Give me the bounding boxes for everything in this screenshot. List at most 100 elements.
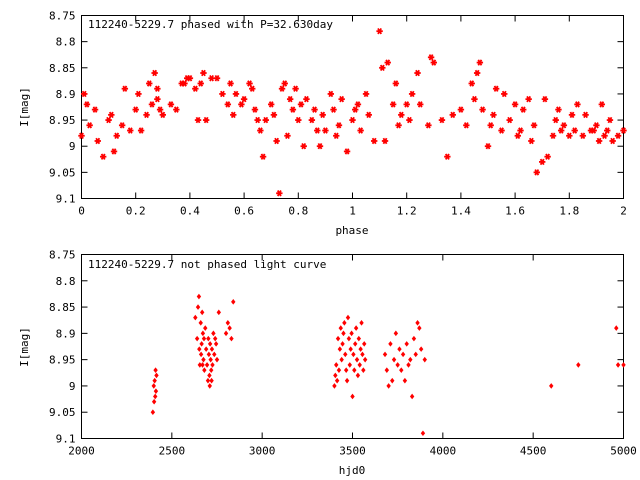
- phased-data-point: [392, 80, 400, 87]
- unphased-data-point: [150, 409, 156, 416]
- unphased-data-point: [198, 351, 204, 358]
- phased-data-point: [219, 90, 226, 98]
- phased-data-point: [471, 95, 478, 103]
- phased-data-point: [86, 122, 93, 129]
- unphased-data-point: [203, 325, 208, 331]
- phased-data-point: [83, 101, 91, 108]
- phased-data-point: [557, 127, 565, 134]
- phased-y-tick-label: 9.05: [49, 166, 76, 179]
- phased-data-point: [249, 85, 256, 92]
- unphased-y-tick-label: 8.75: [49, 249, 76, 262]
- phased-data-point: [303, 95, 310, 103]
- unphased-data-point: [335, 335, 341, 342]
- phased-data-point: [311, 106, 318, 113]
- unphased-data-point: [420, 430, 426, 437]
- unphased-data-point: [352, 367, 357, 373]
- unphased-data-point: [384, 367, 390, 373]
- unphased-data-point: [621, 362, 626, 368]
- phased-data-point: [113, 132, 120, 139]
- phased-data-point: [544, 153, 551, 160]
- phased-data-point: [595, 137, 603, 145]
- unphased-data-point: [227, 325, 232, 331]
- phased-x-tick-label: 0.8: [288, 205, 308, 218]
- phased-data-point: [525, 95, 532, 103]
- phased-data-point: [146, 80, 153, 87]
- unphased-x-tick-label: 5000: [610, 445, 637, 458]
- phased-data-point: [381, 137, 389, 145]
- unphased-x-tick-label: 2500: [159, 445, 186, 458]
- unphased-data-point: [204, 362, 210, 368]
- phased-data-point: [598, 101, 606, 108]
- unphased-data-point: [402, 377, 408, 384]
- phased-data-point: [273, 137, 280, 145]
- unphased-data-point: [355, 372, 361, 379]
- unphased-y-tick-label: 9: [69, 380, 76, 393]
- phased-data-point: [121, 85, 129, 92]
- phased-data-point: [194, 116, 202, 124]
- phased-data-point: [463, 122, 470, 129]
- phased-data-point: [614, 132, 622, 139]
- phased-data-point: [560, 122, 568, 129]
- unphased-data-point: [343, 351, 348, 358]
- phased-data-point: [276, 190, 283, 197]
- unphased-data-point: [153, 367, 158, 373]
- phased-data-point: [343, 148, 351, 155]
- unphased-data-point: [358, 346, 363, 352]
- phased-data-point: [539, 158, 546, 166]
- unphased-data-point: [411, 335, 417, 342]
- phased-y-tick-label: 8.95: [49, 114, 76, 127]
- phased-data-point: [609, 137, 616, 145]
- unphased-data-point: [337, 346, 343, 352]
- phased-data-point: [268, 101, 275, 108]
- phased-data-point: [414, 69, 421, 77]
- unphased-data-point: [413, 351, 418, 358]
- unphased-data-point: [207, 372, 212, 379]
- phased-data-point: [389, 101, 397, 108]
- phased-data-point: [108, 111, 115, 119]
- unphased-data-point: [199, 341, 204, 347]
- phased-data-point: [479, 106, 486, 113]
- unphased-data-point: [340, 341, 345, 347]
- phased-data-point: [552, 116, 559, 124]
- phased-data-point: [352, 106, 359, 113]
- phased-data-point: [151, 69, 158, 77]
- phased-data-point: [511, 101, 519, 108]
- phased-data-point: [99, 153, 107, 160]
- unphased-data-point: [349, 330, 354, 337]
- phased-data-point: [110, 148, 118, 155]
- phased-y-tick-label: 9.1: [56, 193, 76, 206]
- phased-data-point: [316, 142, 324, 150]
- phased-data-point: [327, 90, 335, 98]
- phased-data-point: [335, 122, 343, 129]
- unphased-chart-title: 112240-5229.7 not phased light curve: [88, 258, 326, 271]
- phased-data-point: [227, 80, 234, 87]
- unphased-data-point: [408, 356, 413, 363]
- phased-data-point: [590, 127, 597, 134]
- unphased-data-point: [390, 377, 395, 384]
- phased-data-point: [406, 116, 413, 124]
- phased-y-tick-label: 8.75: [49, 10, 76, 23]
- unphased-data-point: [343, 367, 349, 373]
- phased-data-point: [490, 111, 497, 119]
- phased-data-point: [284, 132, 291, 139]
- phased-data-point: [430, 59, 437, 66]
- phased-data-point: [362, 90, 370, 98]
- unphased-data-point: [422, 356, 427, 363]
- phased-data-point: [403, 101, 410, 108]
- unphased-data-point: [197, 362, 203, 368]
- unphased-data-point: [206, 335, 211, 342]
- unphased-data-point: [208, 356, 213, 363]
- phased-data-point: [514, 132, 522, 139]
- unphased-data-point: [351, 351, 356, 358]
- phased-data-point: [240, 95, 248, 103]
- unphased-data-point: [200, 362, 205, 368]
- phased-data-point: [143, 111, 150, 119]
- phased-data-point: [530, 122, 538, 129]
- phased-data-point: [289, 106, 297, 113]
- phased-data-point: [281, 80, 288, 87]
- phased-data-point: [167, 101, 175, 108]
- unphased-data-point: [154, 372, 159, 379]
- phased-data-point: [297, 101, 305, 108]
- unphased-data-point: [357, 362, 362, 368]
- phased-data-point: [270, 111, 278, 119]
